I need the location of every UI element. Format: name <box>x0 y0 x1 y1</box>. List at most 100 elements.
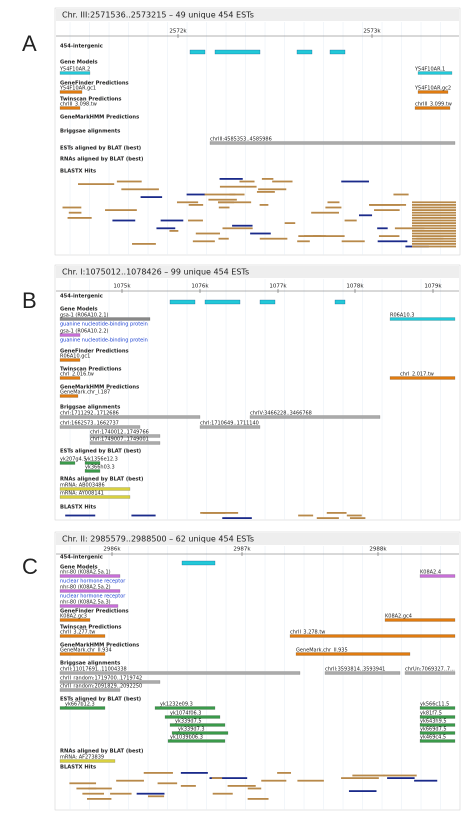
blastx-hit <box>344 219 357 222</box>
title-bar <box>56 533 459 545</box>
feature-label: yk366h03.3 <box>85 465 115 471</box>
feature-glyph <box>59 618 91 622</box>
panel-letter: C <box>22 554 38 579</box>
title-bar <box>56 266 459 278</box>
feature-glyph <box>289 634 456 638</box>
blastx-hit <box>209 777 248 779</box>
intergenic-read <box>296 49 313 55</box>
track-name: RNAs aligned by BLAT (best) <box>60 157 143 163</box>
feature-label: Y54F10AR.2 <box>59 67 90 73</box>
feature-label: chrI:1749007..1749001 <box>90 437 149 443</box>
blastx-hit <box>346 514 362 517</box>
blastx-hit <box>86 798 112 800</box>
blastx-hit <box>352 774 385 777</box>
feature-label: yk469c4.5 <box>420 735 446 741</box>
blastx-hit <box>62 206 82 209</box>
blastx-hit <box>188 219 203 222</box>
feature-description: guanine nucleotide-binding protein <box>60 322 148 328</box>
feature-glyph <box>59 376 81 380</box>
title-bar <box>56 9 459 21</box>
blastx-hit <box>377 227 388 230</box>
blastx-hit <box>394 227 425 230</box>
feature-label: yk1232e09.3 <box>160 702 193 708</box>
ruler-tick-label: 1076k <box>191 284 209 290</box>
blastx-hit <box>412 222 456 224</box>
feature-label: K08A2.4 <box>420 570 441 576</box>
track-name: Gene Models <box>60 307 98 313</box>
blastx-hit <box>341 777 379 779</box>
feature-glyph <box>84 469 101 473</box>
feature-label: chrII:3593814..3593941 <box>325 667 385 673</box>
feature-description: nuclear hormone receptor <box>60 579 126 585</box>
feature-label: chrII_random:1719700..1719742 <box>60 676 142 682</box>
feature-glyph <box>84 461 101 465</box>
blastx-hit <box>272 180 293 183</box>
track-name: 454-intergenic <box>60 44 103 50</box>
browser-panel: Chr. III:2571536..2573215 – 49 unique 45… <box>22 7 461 256</box>
blastx-hit <box>222 227 253 230</box>
blastx-hit <box>169 230 179 232</box>
feature-label: chrI:1740012..1749766 <box>90 430 149 436</box>
intergenic-read <box>214 49 261 55</box>
blastx-hit <box>258 188 287 191</box>
feature-label: chrIII:4585353..4585986 <box>210 137 272 143</box>
blastx-hit <box>219 178 243 180</box>
blastx-hit <box>412 206 456 209</box>
feature-label: yk1356e12.3 <box>85 457 118 463</box>
feature-label: Y54F10AR.gc1 <box>59 86 96 92</box>
blastx-hit <box>67 217 92 219</box>
blastx-hit <box>68 211 82 214</box>
blastx-hit <box>186 193 206 196</box>
blastx-hit <box>78 183 115 185</box>
feature-label: chrIII_3.099.tw <box>415 102 452 108</box>
feature-glyph <box>171 731 229 735</box>
panel-title: Chr. II: 2985579..2988500 – 62 unique 45… <box>62 535 254 544</box>
browser-panel: Chr. I:1075012..1078426 – 99 unique 454 … <box>22 264 461 521</box>
feature-label: yk1074f06.3 <box>170 711 201 717</box>
blastx-hit <box>140 196 163 198</box>
track-name: GeneMarkHMM Predictions <box>60 115 139 121</box>
feature-label: yk339d7.3 <box>178 727 205 733</box>
blastx-hit <box>188 204 204 206</box>
blastx-hit <box>348 790 377 792</box>
blastx-hit <box>219 185 257 188</box>
blastx-hit <box>132 243 156 245</box>
blastx-hit <box>239 180 255 183</box>
intergenic-read <box>334 299 346 305</box>
blastx-hit <box>105 209 137 211</box>
blastx-hit <box>374 209 400 211</box>
feature-glyph <box>59 671 301 675</box>
blastx-hit <box>218 237 229 240</box>
feature-glyph <box>419 574 456 578</box>
blastx-hit <box>218 201 235 204</box>
blastx-hit <box>160 219 184 222</box>
blastx-hit <box>297 240 310 243</box>
blastx-hit <box>222 517 252 519</box>
track-name: GeneFinder Predictions <box>60 81 129 87</box>
feature-glyph <box>209 141 456 145</box>
track-name: Briggsae alignments <box>60 405 120 411</box>
blastx-hit <box>412 240 456 243</box>
track-name: BLASTX Hits <box>60 169 96 175</box>
blastx-hit <box>259 237 288 240</box>
feature-label: mRNA: AF273839 <box>60 755 104 761</box>
track-name: GeneMarkHMM Predictions <box>60 643 139 649</box>
feature-glyph <box>199 425 261 429</box>
blastx-hit <box>341 240 365 243</box>
track-name: RNAs aligned by BLAT (best) <box>60 477 143 483</box>
feature-label: nhr-80 (K08A2.5a.3) <box>60 600 111 606</box>
feature-glyph <box>419 723 456 727</box>
track-name: ESTs aligned by BLAT (best) <box>60 146 141 152</box>
ruler-tick-label: 2986k <box>103 547 121 553</box>
blastx-hit <box>227 785 256 787</box>
blastx-hit <box>298 514 314 517</box>
feature-glyph <box>59 634 106 638</box>
blastx-hit <box>412 235 456 237</box>
blastx-hit <box>200 512 226 514</box>
feature-glyph <box>59 358 81 362</box>
feature-glyph <box>59 394 79 398</box>
blastx-hit <box>180 772 208 774</box>
blastx-hit <box>211 777 223 779</box>
blastx-hit <box>377 240 408 243</box>
blastx-hit <box>88 787 97 790</box>
